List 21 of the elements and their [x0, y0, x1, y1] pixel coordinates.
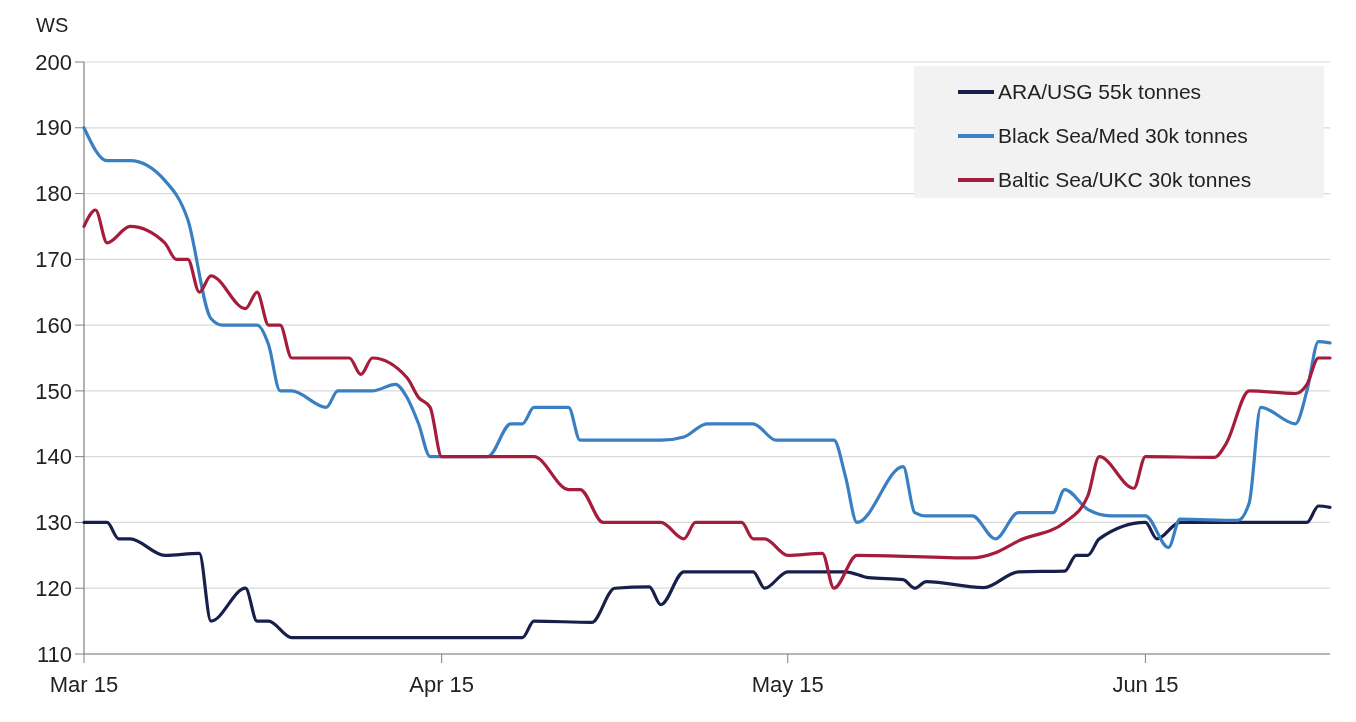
- y-tick-label: 180: [35, 181, 72, 207]
- y-tick-label: 130: [35, 510, 72, 536]
- y-tick-label: 150: [35, 378, 72, 404]
- y-tick-label: 120: [35, 575, 72, 601]
- y-tick-label: 170: [35, 247, 72, 273]
- x-tick-label: Mar 15: [49, 672, 119, 697]
- x-tick-label: Apr 15: [409, 672, 475, 697]
- y-tick-label: 160: [35, 312, 72, 338]
- y-tick-label: 200: [35, 49, 72, 75]
- legend-label: ARA/USG 55k tonnes: [998, 80, 1202, 104]
- x-tick-label: Jun 15: [1112, 672, 1179, 697]
- y-tick-label: 110: [36, 641, 72, 667]
- legend-label: Black Sea/Med 30k tonnes: [998, 124, 1248, 148]
- legend-label: Baltic Sea/UKC 30k tonnes: [998, 168, 1252, 192]
- y-axis-title: WS: [36, 14, 69, 36]
- line-series: [82, 126, 1332, 550]
- line-series: [82, 208, 1332, 590]
- y-tick-label: 190: [35, 115, 72, 141]
- line-series: [82, 504, 1332, 640]
- x-tick-label: May 15: [751, 672, 824, 697]
- y-tick-label: 140: [35, 444, 72, 470]
